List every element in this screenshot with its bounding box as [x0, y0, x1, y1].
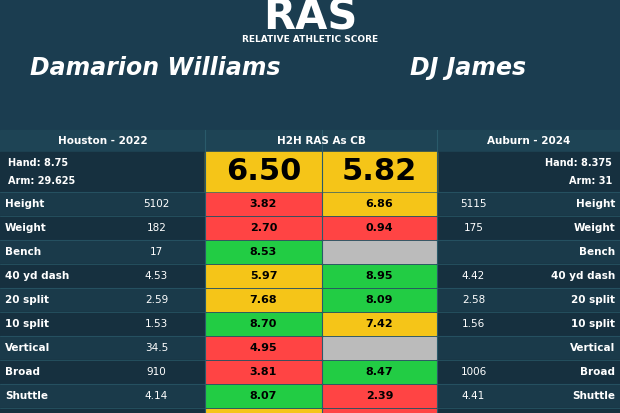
Bar [323, 361, 436, 383]
Text: Hand: 8.75: Hand: 8.75 [8, 158, 68, 168]
Bar [323, 337, 436, 359]
Bar [206, 385, 321, 407]
Bar [0, 152, 205, 192]
Text: 1.53: 1.53 [145, 319, 168, 329]
Text: 6.50: 6.50 [226, 157, 301, 187]
Text: 5115: 5115 [460, 199, 487, 209]
Bar [323, 409, 436, 413]
Text: 8.07: 8.07 [250, 391, 277, 401]
Text: 1006: 1006 [461, 367, 487, 377]
Bar [323, 313, 436, 335]
Text: 17: 17 [150, 247, 163, 257]
Text: 2.58: 2.58 [462, 295, 485, 305]
Text: Weight: Weight [574, 223, 615, 233]
Bar [206, 265, 321, 287]
Text: 34.5: 34.5 [145, 343, 168, 353]
Bar [323, 265, 436, 287]
Bar [0, 336, 620, 360]
Text: Broad: Broad [580, 367, 615, 377]
Text: 8.47: 8.47 [366, 367, 393, 377]
Bar [0, 216, 620, 240]
Text: 8.70: 8.70 [250, 319, 277, 329]
Text: 40 yd dash: 40 yd dash [551, 271, 615, 281]
Bar [0, 288, 620, 312]
Text: 3.82: 3.82 [250, 199, 277, 209]
Bar [0, 360, 620, 384]
Bar [0, 312, 620, 336]
Bar [0, 240, 620, 264]
Text: 182: 182 [146, 223, 166, 233]
Text: 10 split: 10 split [571, 319, 615, 329]
Bar [322, 152, 437, 192]
Text: Auburn - 2024: Auburn - 2024 [487, 136, 570, 146]
Text: 8.53: 8.53 [250, 247, 277, 257]
Text: Arm: 31: Arm: 31 [569, 176, 612, 186]
Bar [206, 313, 321, 335]
Text: 7.42: 7.42 [366, 319, 393, 329]
Bar [206, 409, 321, 413]
Bar [0, 408, 620, 413]
Text: 1.56: 1.56 [462, 319, 485, 329]
Bar [323, 193, 436, 215]
Text: Vertical: Vertical [570, 343, 615, 353]
Text: 4.95: 4.95 [250, 343, 277, 353]
Text: Broad: Broad [5, 367, 40, 377]
Bar [0, 384, 620, 408]
Bar [206, 337, 321, 359]
Text: Bench: Bench [579, 247, 615, 257]
Text: 4.42: 4.42 [462, 271, 485, 281]
Bar [0, 130, 620, 152]
Text: DJ James: DJ James [410, 56, 526, 80]
Bar [323, 385, 436, 407]
Text: 5.82: 5.82 [342, 157, 417, 187]
Bar [0, 192, 620, 216]
Text: Height: Height [5, 199, 45, 209]
Text: 0.94: 0.94 [366, 223, 393, 233]
Text: 20 split: 20 split [571, 295, 615, 305]
Bar [206, 193, 321, 215]
Text: Height: Height [575, 199, 615, 209]
Bar [206, 241, 321, 263]
Text: 4.41: 4.41 [462, 391, 485, 401]
Text: Arm: 29.625: Arm: 29.625 [8, 176, 75, 186]
Text: Bench: Bench [5, 247, 41, 257]
Text: 8.95: 8.95 [366, 271, 393, 281]
Text: RAS: RAS [263, 0, 357, 39]
Text: Hand: 8.375: Hand: 8.375 [545, 158, 612, 168]
Text: 5102: 5102 [143, 199, 170, 209]
Text: 910: 910 [146, 367, 166, 377]
Text: Shuttle: Shuttle [5, 391, 48, 401]
Text: 3.81: 3.81 [250, 367, 277, 377]
Text: 4.14: 4.14 [145, 391, 168, 401]
Text: Vertical: Vertical [5, 343, 50, 353]
Text: 4.53: 4.53 [145, 271, 168, 281]
Text: 7.68: 7.68 [250, 295, 277, 305]
Text: 40 yd dash: 40 yd dash [5, 271, 69, 281]
Text: 20 split: 20 split [5, 295, 49, 305]
Text: 8.09: 8.09 [366, 295, 393, 305]
Bar [205, 152, 322, 192]
Text: 175: 175 [464, 223, 484, 233]
Bar [206, 289, 321, 311]
Text: Damarion Williams: Damarion Williams [30, 56, 280, 80]
Text: 2.70: 2.70 [250, 223, 277, 233]
Text: 6.86: 6.86 [366, 199, 393, 209]
Bar [323, 217, 436, 239]
Text: 5.97: 5.97 [250, 271, 277, 281]
Text: 10 split: 10 split [5, 319, 49, 329]
Bar [0, 0, 620, 130]
Text: RELATIVE ATHLETIC SCORE: RELATIVE ATHLETIC SCORE [242, 35, 378, 43]
Text: Weight: Weight [5, 223, 46, 233]
Text: H2H RAS As CB: H2H RAS As CB [277, 136, 365, 146]
Bar [206, 361, 321, 383]
Bar [206, 217, 321, 239]
Bar [323, 289, 436, 311]
Bar [437, 152, 620, 192]
Bar [323, 241, 436, 263]
Text: Houston - 2022: Houston - 2022 [58, 136, 148, 146]
Text: 2.39: 2.39 [366, 391, 393, 401]
Text: 2.59: 2.59 [145, 295, 168, 305]
Text: Shuttle: Shuttle [572, 391, 615, 401]
Bar [0, 264, 620, 288]
